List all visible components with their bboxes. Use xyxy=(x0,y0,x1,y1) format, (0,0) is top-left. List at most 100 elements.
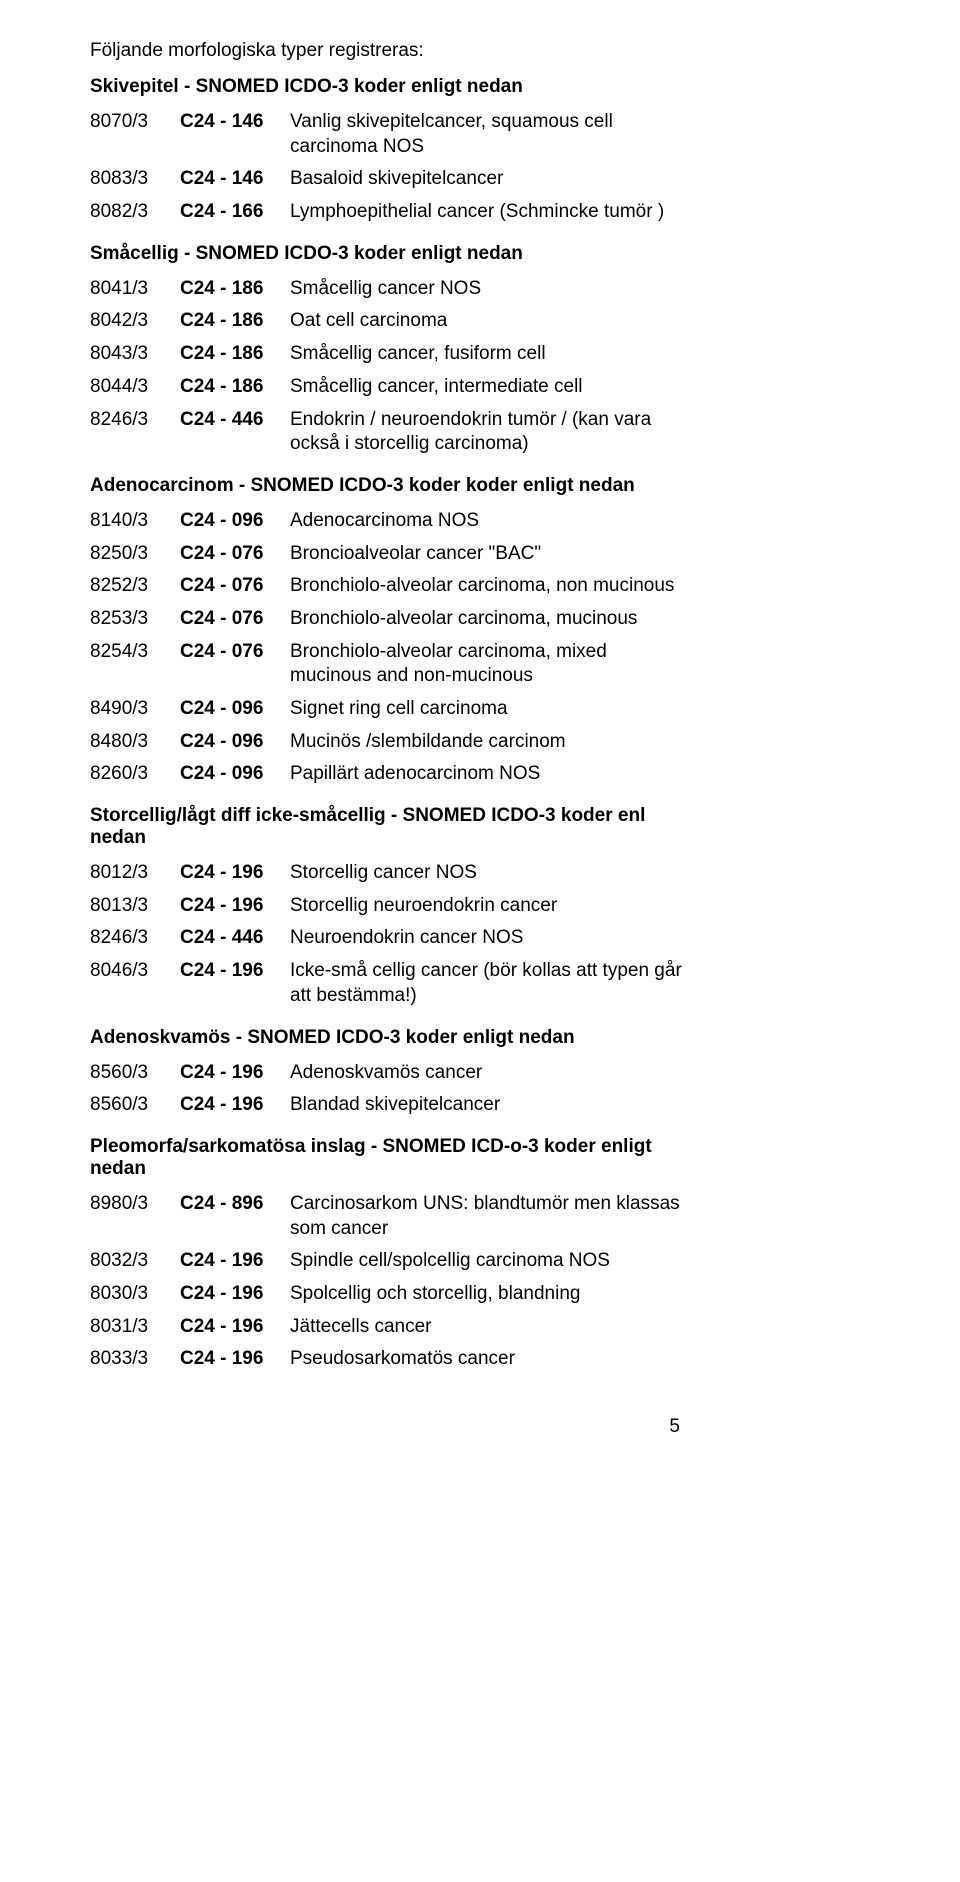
morphology-code: 8083/3 xyxy=(90,163,180,196)
section-header: Småcellig - SNOMED ICDO-3 koder enligt n… xyxy=(90,243,690,265)
morphology-code: 8560/3 xyxy=(90,1089,180,1122)
c24-code: C24 - 196 xyxy=(180,1245,290,1278)
description: Bronchiolo-alveolar carcinoma, non mucin… xyxy=(290,570,690,603)
table-row: 8246/3C24 - 446Neuroendokrin cancer NOS xyxy=(90,922,690,955)
c24-code: C24 - 196 xyxy=(180,1089,290,1122)
description: Signet ring cell carcinoma xyxy=(290,693,690,726)
table-row: 8980/3C24 - 896Carcinosarkom UNS: blandt… xyxy=(90,1188,690,1245)
table-row: 8246/3C24 - 446Endokrin / neuroendokrin … xyxy=(90,404,690,461)
c24-code: C24 - 446 xyxy=(180,922,290,955)
morphology-code: 8030/3 xyxy=(90,1278,180,1311)
description: Bronchiolo-alveolar carcinoma, mucinous xyxy=(290,603,690,636)
morphology-code: 8260/3 xyxy=(90,758,180,791)
description: Broncioalveolar cancer "BAC" xyxy=(290,538,690,571)
page-number: 5 xyxy=(90,1416,690,1438)
c24-code: C24 - 196 xyxy=(180,1343,290,1376)
description: Bronchiolo-alveolar carcinoma, mixed muc… xyxy=(290,636,690,693)
table-row: 8083/3C24 - 146Basaloid skivepitelcancer xyxy=(90,163,690,196)
morphology-code: 8560/3 xyxy=(90,1057,180,1090)
section-header: Storcellig/lågt diff icke-småcellig - SN… xyxy=(90,805,690,849)
description: Spindle cell/spolcellig carcinoma NOS xyxy=(290,1245,690,1278)
c24-code: C24 - 196 xyxy=(180,1311,290,1344)
description: Småcellig cancer, fusiform cell xyxy=(290,338,690,371)
description: Adenoskvamös cancer xyxy=(290,1057,690,1090)
morphology-code: 8246/3 xyxy=(90,404,180,461)
section-header: Skivepitel - SNOMED ICDO-3 koder enligt … xyxy=(90,76,690,98)
intro-text: Följande morfologiska typer registreras: xyxy=(90,40,690,62)
description: Neuroendokrin cancer NOS xyxy=(290,922,690,955)
table-row: 8044/3C24 - 186Småcellig cancer, interme… xyxy=(90,371,690,404)
code-table: 8560/3C24 - 196Adenoskvamös cancer8560/3… xyxy=(90,1057,690,1122)
table-row: 8030/3C24 - 196Spolcellig och storcellig… xyxy=(90,1278,690,1311)
table-row: 8012/3C24 - 196Storcellig cancer NOS xyxy=(90,857,690,890)
morphology-code: 8082/3 xyxy=(90,196,180,229)
morphology-code: 8012/3 xyxy=(90,857,180,890)
morphology-code: 8490/3 xyxy=(90,693,180,726)
table-row: 8041/3C24 - 186Småcellig cancer NOS xyxy=(90,273,690,306)
morphology-code: 8480/3 xyxy=(90,726,180,759)
c24-code: C24 - 196 xyxy=(180,1278,290,1311)
description: Basaloid skivepitelcancer xyxy=(290,163,690,196)
c24-code: C24 - 146 xyxy=(180,163,290,196)
description: Storcellig neuroendokrin cancer xyxy=(290,890,690,923)
c24-code: C24 - 146 xyxy=(180,106,290,163)
table-row: 8013/3C24 - 196Storcellig neuroendokrin … xyxy=(90,890,690,923)
c24-code: C24 - 076 xyxy=(180,570,290,603)
table-row: 8046/3C24 - 196Icke-små cellig cancer (b… xyxy=(90,955,690,1012)
table-row: 8070/3C24 - 146Vanlig skivepitelcancer, … xyxy=(90,106,690,163)
description: Endokrin / neuroendokrin tumör / (kan va… xyxy=(290,404,690,461)
c24-code: C24 - 196 xyxy=(180,890,290,923)
morphology-code: 8254/3 xyxy=(90,636,180,693)
description: Mucinös /slembildande carcinom xyxy=(290,726,690,759)
table-row: 8260/3C24 - 096Papillärt adenocarcinom N… xyxy=(90,758,690,791)
table-row: 8042/3C24 - 186Oat cell carcinoma xyxy=(90,305,690,338)
c24-code: C24 - 186 xyxy=(180,273,290,306)
c24-code: C24 - 096 xyxy=(180,758,290,791)
c24-code: C24 - 186 xyxy=(180,305,290,338)
code-table: 8012/3C24 - 196Storcellig cancer NOS8013… xyxy=(90,857,690,1012)
table-row: 8252/3C24 - 076Bronchiolo-alveolar carci… xyxy=(90,570,690,603)
description: Pseudosarkomatös cancer xyxy=(290,1343,690,1376)
code-table: 8140/3C24 - 096Adenocarcinoma NOS8250/3C… xyxy=(90,505,690,791)
description: Blandad skivepitelcancer xyxy=(290,1089,690,1122)
table-row: 8140/3C24 - 096Adenocarcinoma NOS xyxy=(90,505,690,538)
table-row: 8560/3C24 - 196Adenoskvamös cancer xyxy=(90,1057,690,1090)
morphology-code: 8013/3 xyxy=(90,890,180,923)
morphology-code: 8070/3 xyxy=(90,106,180,163)
section-header: Pleomorfa/sarkomatösa inslag - SNOMED IC… xyxy=(90,1136,690,1180)
morphology-code: 8031/3 xyxy=(90,1311,180,1344)
c24-code: C24 - 096 xyxy=(180,505,290,538)
description: Storcellig cancer NOS xyxy=(290,857,690,890)
c24-code: C24 - 076 xyxy=(180,636,290,693)
morphology-code: 8980/3 xyxy=(90,1188,180,1245)
table-row: 8250/3C24 - 076Broncioalveolar cancer "B… xyxy=(90,538,690,571)
description: Småcellig cancer NOS xyxy=(290,273,690,306)
morphology-code: 8253/3 xyxy=(90,603,180,636)
c24-code: C24 - 196 xyxy=(180,1057,290,1090)
morphology-code: 8250/3 xyxy=(90,538,180,571)
c24-code: C24 - 096 xyxy=(180,693,290,726)
table-row: 8033/3C24 - 196Pseudosarkomatös cancer xyxy=(90,1343,690,1376)
table-row: 8254/3C24 - 076Bronchiolo-alveolar carci… xyxy=(90,636,690,693)
table-row: 8560/3C24 - 196Blandad skivepitelcancer xyxy=(90,1089,690,1122)
description: Lymphoepithelial cancer (Schmincke tumör… xyxy=(290,196,690,229)
code-table: 8070/3C24 - 146Vanlig skivepitelcancer, … xyxy=(90,106,690,229)
morphology-code: 8041/3 xyxy=(90,273,180,306)
table-row: 8490/3C24 - 096Signet ring cell carcinom… xyxy=(90,693,690,726)
description: Carcinosarkom UNS: blandtumör men klassa… xyxy=(290,1188,690,1245)
c24-code: C24 - 076 xyxy=(180,538,290,571)
morphology-code: 8044/3 xyxy=(90,371,180,404)
c24-code: C24 - 196 xyxy=(180,955,290,1012)
c24-code: C24 - 896 xyxy=(180,1188,290,1245)
section-header: Adenoskvamös - SNOMED ICDO-3 koder enlig… xyxy=(90,1027,690,1049)
morphology-code: 8252/3 xyxy=(90,570,180,603)
c24-code: C24 - 096 xyxy=(180,726,290,759)
morphology-code: 8246/3 xyxy=(90,922,180,955)
document-page: Följande morfologiska typer registreras:… xyxy=(0,0,780,1478)
c24-code: C24 - 186 xyxy=(180,371,290,404)
table-row: 8043/3C24 - 186Småcellig cancer, fusifor… xyxy=(90,338,690,371)
description: Icke-små cellig cancer (bör kollas att t… xyxy=(290,955,690,1012)
morphology-code: 8043/3 xyxy=(90,338,180,371)
description: Jättecells cancer xyxy=(290,1311,690,1344)
code-table: 8980/3C24 - 896Carcinosarkom UNS: blandt… xyxy=(90,1188,690,1376)
